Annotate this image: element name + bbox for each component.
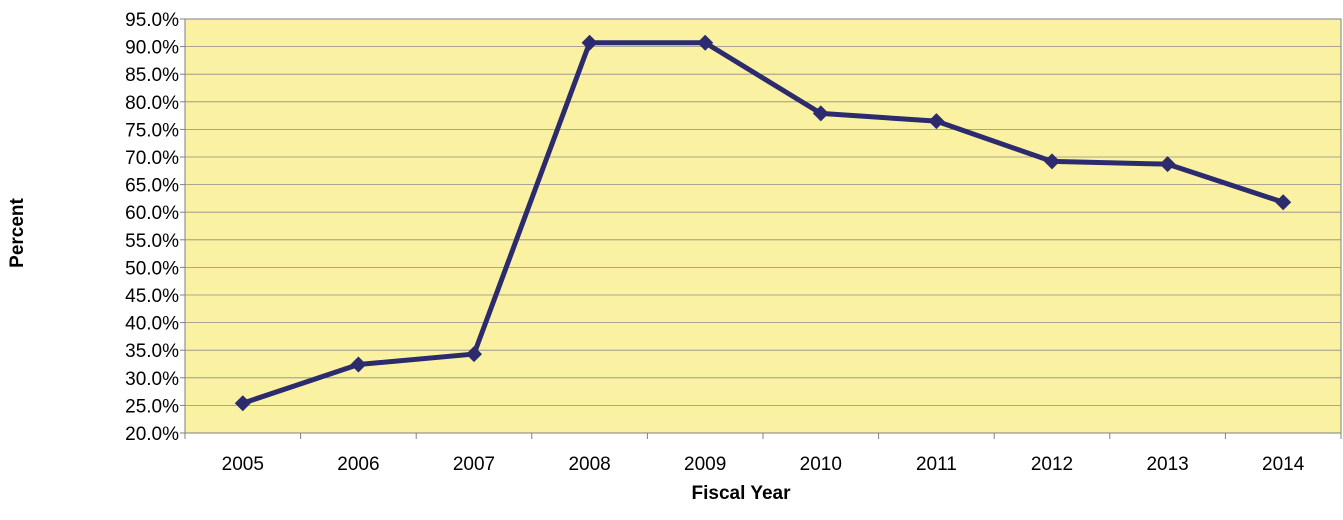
y-tick-label: 95.0% (125, 10, 179, 31)
series-line (240, 40, 1286, 406)
y-tick-label: 70.0% (125, 148, 179, 169)
y-axis-tick-labels: 20.0% 25.0% 30.0% 35.0% 40.0% 45.0% 50.0% 55.0%… (125, 10, 179, 445)
y-tick-label: 60.0% (125, 203, 179, 224)
y-tick-label: 20.0% (125, 424, 179, 445)
series-markers (234, 34, 1292, 412)
x-axis-ticks (184, 433, 1342, 439)
y-tick-label: 35.0% (125, 341, 179, 362)
y-tick-label: 30.0% (125, 369, 179, 390)
data-point-marker (466, 346, 482, 363)
y-tick-label: 65.0% (125, 176, 179, 197)
y-tick-label: 85.0% (125, 65, 179, 86)
data-point-marker (1044, 153, 1060, 170)
x-tick-label: 2008 (568, 454, 610, 475)
x-tick-label: 2009 (684, 454, 726, 475)
x-tick-label: 2013 (1146, 454, 1188, 475)
x-tick-label: 2014 (1262, 454, 1305, 475)
x-tick-label: 2007 (453, 454, 495, 475)
y-tick-label: 50.0% (125, 258, 179, 279)
x-axis-title: Fiscal Year (692, 483, 792, 504)
y-tick-label: 75.0% (125, 120, 179, 141)
data-point-marker (697, 34, 714, 51)
y-tick-label: 45.0% (125, 286, 179, 307)
x-tick-label: 2012 (1031, 454, 1073, 475)
series-line-group (240, 40, 1286, 406)
y-tick-label: 40.0% (125, 314, 179, 335)
x-tick-label: 2010 (800, 454, 842, 475)
data-point-marker (234, 395, 251, 412)
x-tick-label: 2011 (916, 454, 957, 475)
gridlines (180, 18, 1341, 434)
y-tick-label: 25.0% (125, 396, 179, 417)
x-tick-label: 2005 (222, 454, 264, 475)
data-point-marker (812, 105, 829, 122)
data-point-marker (581, 34, 598, 51)
y-tick-label: 90.0% (125, 38, 179, 59)
x-axis-tick-labels: 2005 2006 2007 2008 2009 2010 2011 2012 2013 2014 (222, 454, 1305, 475)
data-point-marker (350, 356, 367, 373)
data-point-marker (1275, 194, 1292, 211)
data-point-marker (1159, 156, 1176, 173)
data-point-marker (928, 113, 945, 130)
x-tick-label: 2006 (337, 454, 379, 475)
y-tick-label: 80.0% (125, 93, 179, 114)
y-tick-label: 55.0% (125, 231, 179, 252)
y-axis-title: Percent (7, 197, 28, 267)
